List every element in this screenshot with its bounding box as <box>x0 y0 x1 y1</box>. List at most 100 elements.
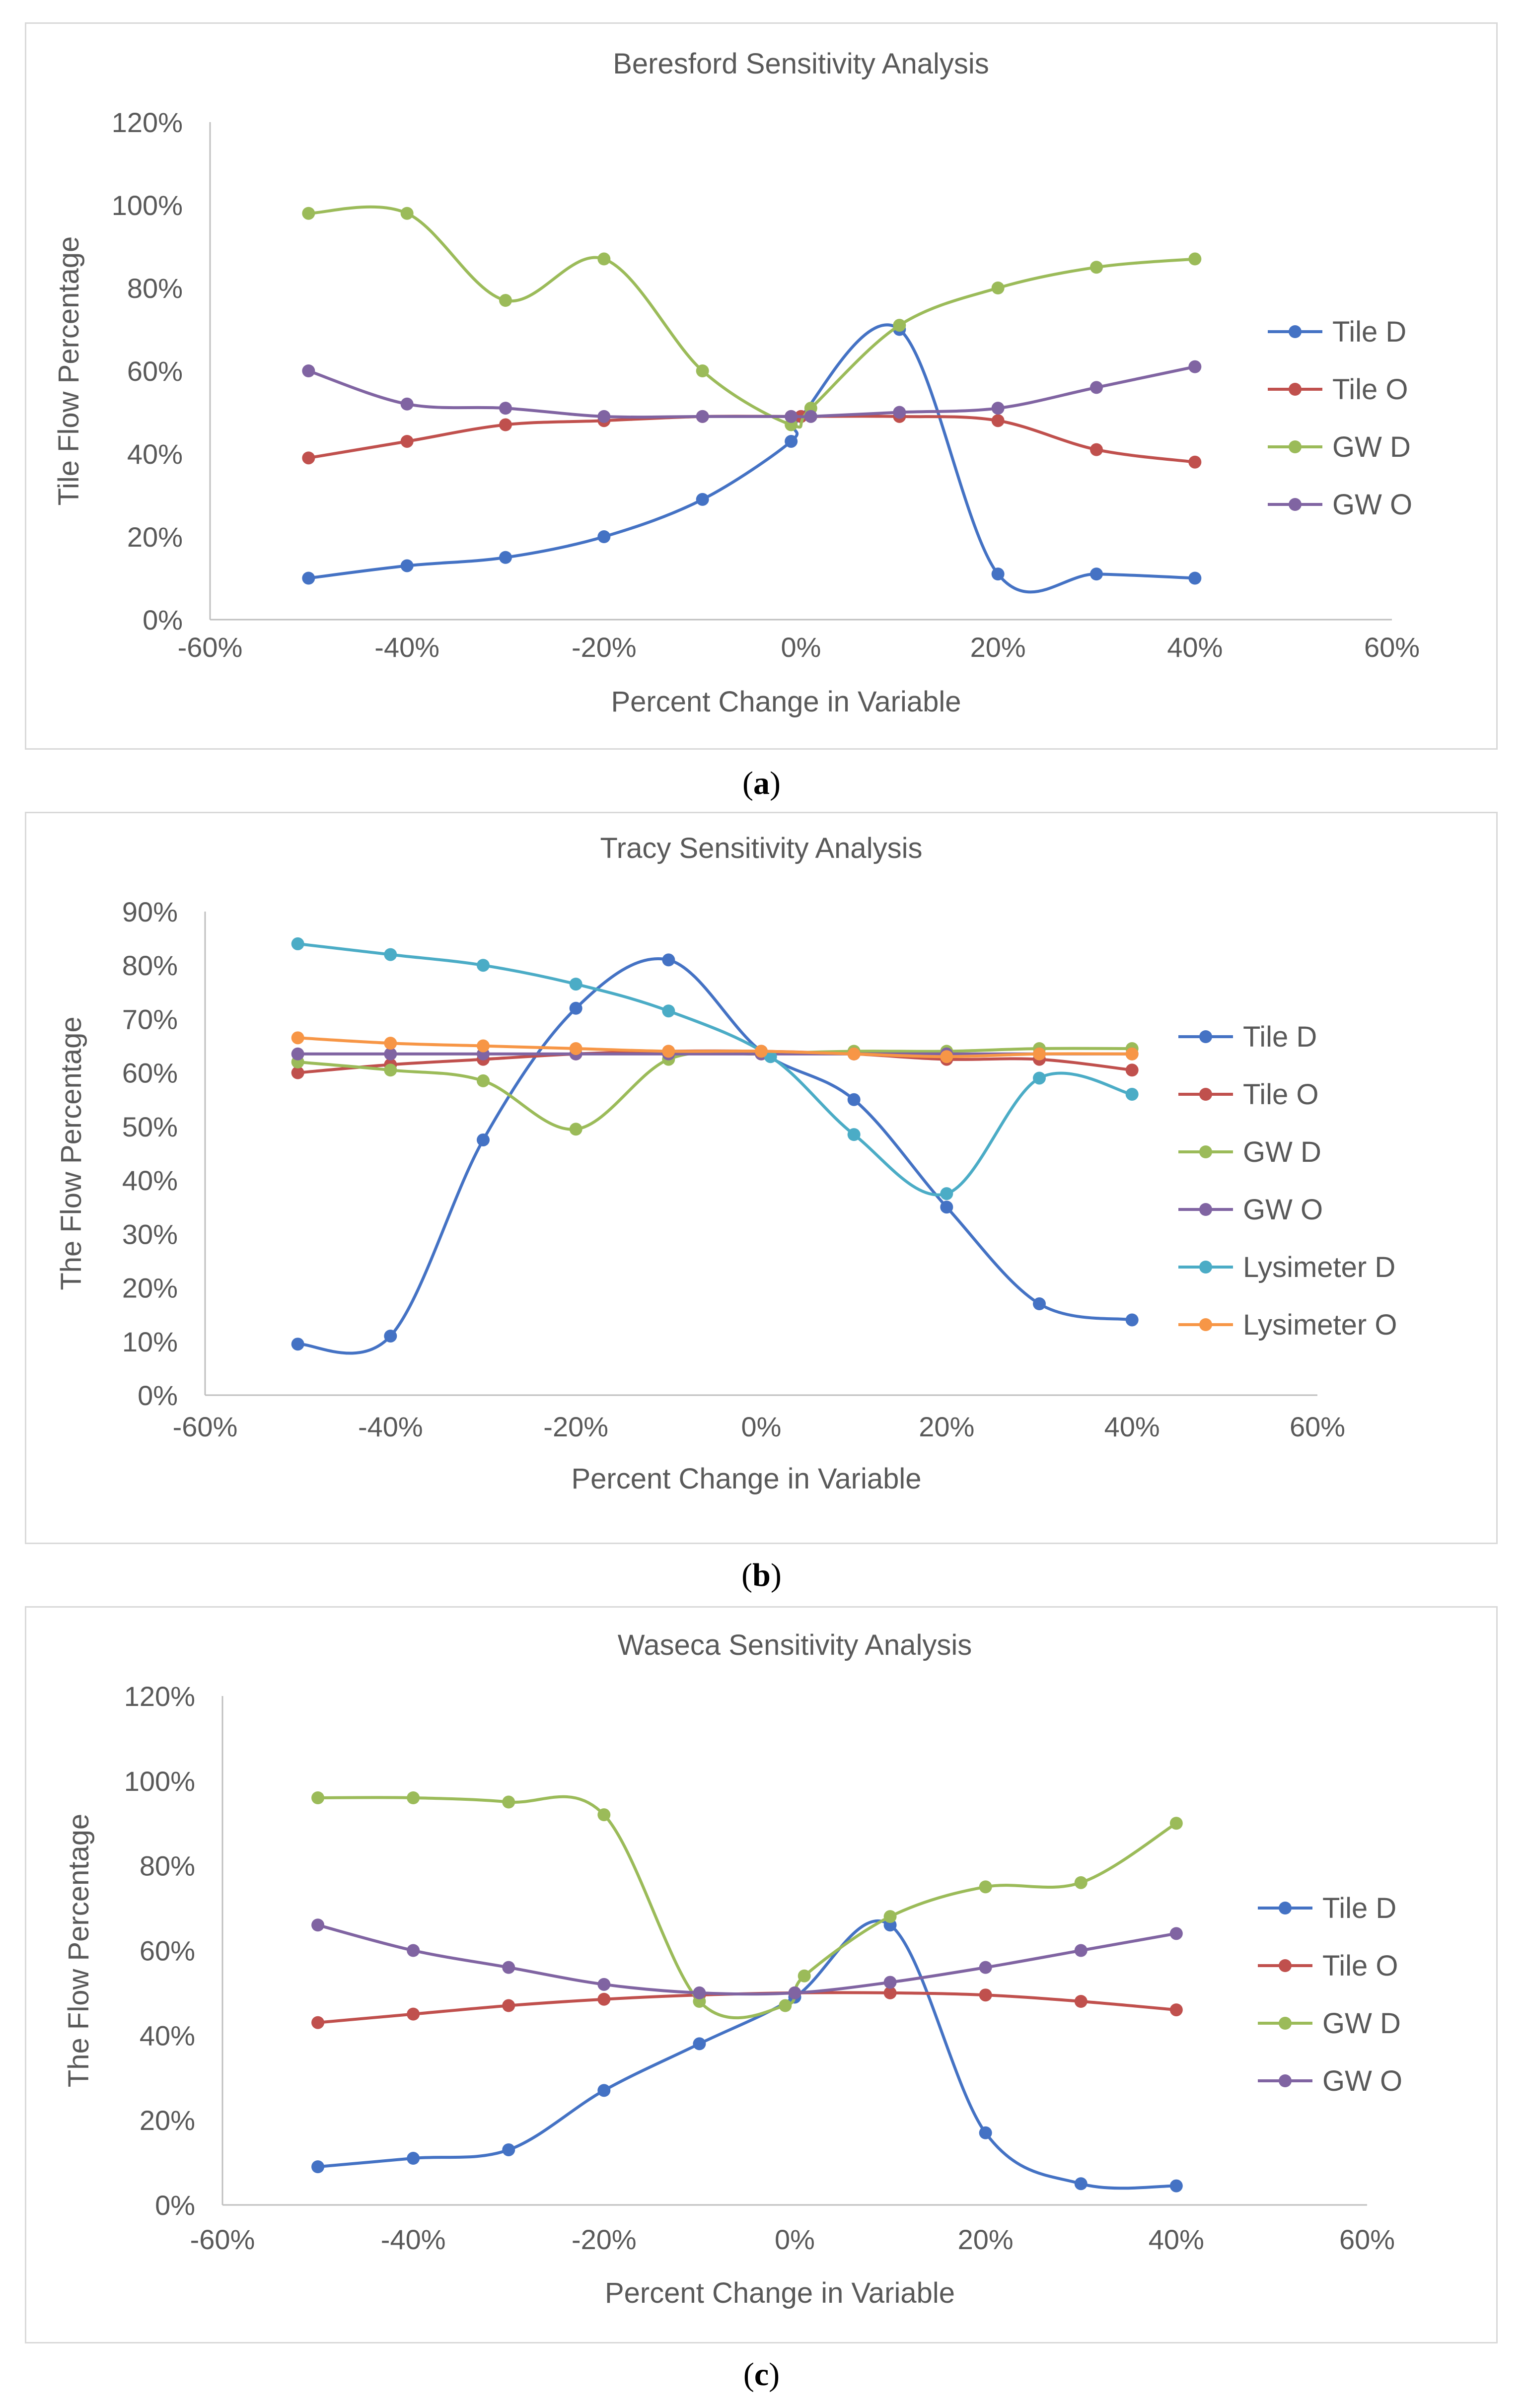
y-tick-label: 60% <box>122 1058 178 1089</box>
y-tick-label: 80% <box>140 1850 195 1882</box>
data-point <box>311 2160 325 2174</box>
data-point <box>302 364 315 377</box>
data-point <box>597 252 611 266</box>
data-point <box>1074 1876 1088 1889</box>
data-point <box>1090 261 1103 274</box>
data-point <box>502 1795 515 1809</box>
data-point <box>384 948 397 961</box>
legend-marker <box>1289 440 1302 453</box>
data-point <box>1033 1297 1046 1311</box>
chart-panel-waseca: Waseca Sensitivity Analysis 0% 20% 40% 60% 80… <box>25 1606 1498 2343</box>
chart-panel-tracy: Tracy Sensitivity Analysis 0% 10% 20% 30% 40%… <box>25 812 1498 1544</box>
data-point <box>755 1045 768 1058</box>
y-axis-title: The Flow Percentage <box>63 1814 95 2087</box>
data-point <box>1125 1313 1139 1327</box>
y-tick-label: 0% <box>138 1380 178 1411</box>
x-axis-title: Percent Change in Variable <box>605 2277 955 2309</box>
data-point <box>291 1031 304 1045</box>
series-line-lysimeter-o <box>296 1036 1134 1059</box>
y-axis-title: The Flow Percentage <box>55 1016 87 1290</box>
x-axis-title: Percent Change in Variable <box>611 686 961 718</box>
x-tick-label: -20% <box>572 632 637 663</box>
caption-b-label: b <box>752 1557 771 1593</box>
data-point <box>779 1999 792 2012</box>
legend-marker <box>1289 498 1302 511</box>
legend-label: GW O <box>1332 489 1412 521</box>
y-tick-label: 80% <box>127 273 183 304</box>
legend-label: Tile O <box>1322 1950 1398 1982</box>
legend-item-tile-d: Tile D <box>1178 1021 1317 1053</box>
legend-marker <box>1289 325 1302 338</box>
legend-label: Tile O <box>1243 1078 1319 1111</box>
legend-item-tile-o: Tile O <box>1178 1078 1319 1111</box>
x-tick-label: -60% <box>190 2224 255 2255</box>
data-point <box>569 1001 582 1015</box>
data-point <box>883 1986 897 1999</box>
data-point <box>696 364 709 377</box>
data-point <box>662 953 675 967</box>
data-point <box>1125 1047 1139 1061</box>
legend-label: GW O <box>1243 1194 1323 1226</box>
x-tick-label: 60% <box>1290 1411 1345 1442</box>
legend-marker <box>1289 383 1302 396</box>
data-point <box>893 319 906 332</box>
y-tick-label: 60% <box>127 355 183 387</box>
legend-marker <box>1199 1088 1212 1101</box>
data-point <box>291 1047 304 1061</box>
x-tick-label: -20% <box>572 2224 637 2255</box>
data-point <box>1074 1944 1088 1957</box>
x-axis-title: Percent Change in Variable <box>571 1463 921 1495</box>
data-point <box>979 2126 992 2139</box>
legend-marker <box>1199 1030 1212 1043</box>
data-point <box>291 1338 304 1351</box>
legend-label: GW D <box>1322 2007 1401 2040</box>
caption-a-label: a <box>753 765 770 801</box>
series-gw-o <box>302 360 1202 423</box>
x-tick-label: -60% <box>178 632 243 663</box>
data-point <box>798 1969 811 1983</box>
y-tick-label: 80% <box>122 950 178 981</box>
data-point <box>311 2016 325 2029</box>
legend-marker <box>1199 1318 1212 1331</box>
x-tick-label: 0% <box>741 1411 782 1442</box>
data-point <box>597 530 611 543</box>
data-point <box>477 959 490 972</box>
data-point <box>991 414 1005 427</box>
data-point <box>597 1992 611 2006</box>
data-point <box>940 1201 953 1214</box>
legend-item-lysimeter-o: Lysimeter O <box>1178 1309 1397 1341</box>
data-point <box>1188 360 1202 373</box>
data-point <box>1169 1927 1183 1940</box>
data-point <box>384 1047 397 1061</box>
y-tick-label: 120% <box>112 107 183 138</box>
data-point <box>302 571 315 585</box>
data-point <box>1188 252 1202 266</box>
data-point <box>1169 2179 1183 2193</box>
data-point <box>477 1133 490 1146</box>
legend-label: Tile D <box>1322 1892 1396 1924</box>
data-point <box>499 402 512 415</box>
data-point <box>1033 1047 1046 1061</box>
legend-marker <box>1199 1203 1212 1216</box>
chart-beresford: Beresford Sensitivity Analysis 0% 20% 40% 60… <box>53 48 1420 718</box>
y-tick-label: 50% <box>122 1111 178 1142</box>
data-point <box>569 978 582 991</box>
data-point <box>991 567 1005 581</box>
y-tick-label: 120% <box>124 1681 195 1712</box>
chart-waseca: Waseca Sensitivity Analysis 0% 20% 40% 60% 80… <box>63 1629 1402 2309</box>
data-point <box>1188 455 1202 469</box>
data-point <box>979 1961 992 1974</box>
data-point <box>302 451 315 465</box>
data-point <box>597 1978 611 1991</box>
legend-item-gw-o: GW O <box>1268 489 1412 521</box>
data-point <box>991 402 1005 415</box>
legend-label: Tile D <box>1243 1021 1317 1053</box>
data-point <box>693 2037 706 2051</box>
data-point <box>696 493 709 506</box>
legend-item-gw-d: GW D <box>1178 1136 1321 1168</box>
caption-b: (b) <box>741 1557 782 1593</box>
chart-title: Waseca Sensitivity Analysis <box>618 1629 972 1661</box>
x-tick-label: -20% <box>543 1411 608 1442</box>
legend-label: GW D <box>1243 1136 1321 1168</box>
legend-item-tile-d: Tile D <box>1268 316 1406 348</box>
